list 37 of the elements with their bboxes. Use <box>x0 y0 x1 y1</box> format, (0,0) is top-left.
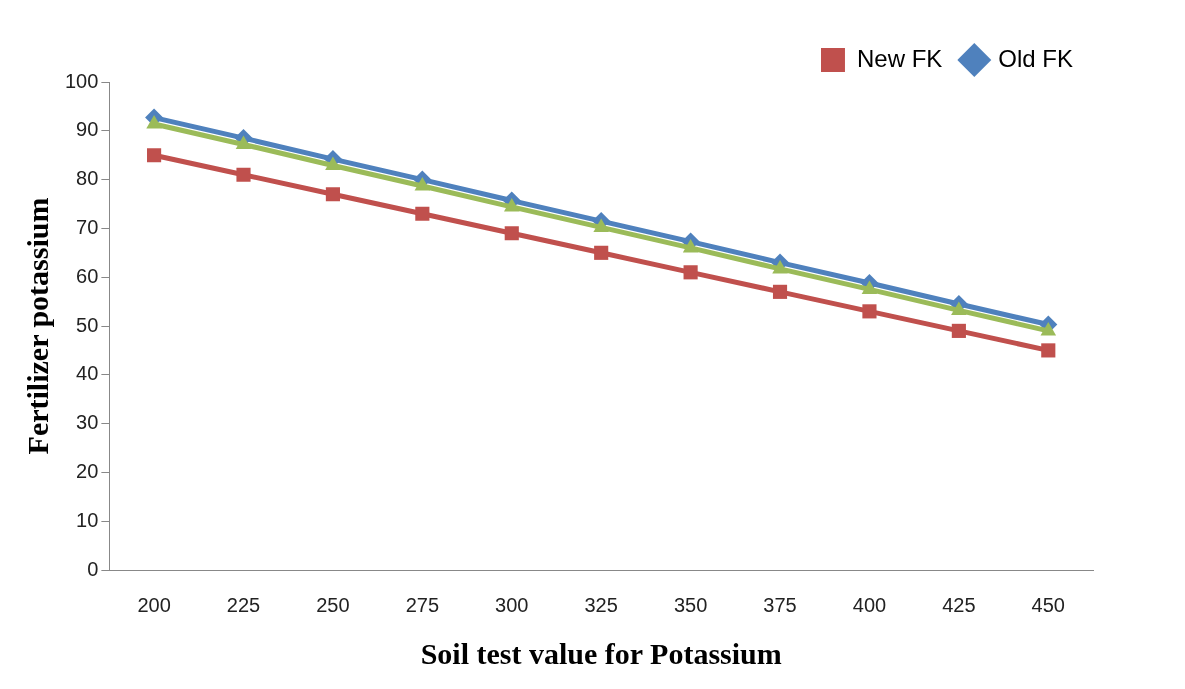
legend-label: Old FK <box>998 44 1073 72</box>
x-tick-label: 225 <box>226 593 261 616</box>
point <box>325 187 340 202</box>
legend-label: New FK <box>856 44 943 72</box>
point <box>862 304 877 319</box>
point <box>236 167 251 182</box>
x-tick-label: 450 <box>1031 593 1065 616</box>
x-tick-label: 200 <box>137 593 171 616</box>
x-axis-title: Soil test value for Potassium <box>420 636 782 670</box>
point <box>415 206 430 221</box>
x-tick-label: 325 <box>584 593 618 616</box>
x-tick-label: 350 <box>673 593 708 616</box>
x-tick-label: 250 <box>316 593 350 616</box>
point <box>504 226 519 241</box>
x-tick-label: 375 <box>763 593 797 616</box>
y-tick-label: 30 <box>76 411 99 434</box>
x-tick-label: 275 <box>405 593 440 616</box>
y-tick-label: 20 <box>76 459 99 482</box>
x-tick-label: 300 <box>495 593 529 616</box>
point <box>683 265 698 280</box>
point <box>951 323 966 338</box>
y-tick-label: 60 <box>76 264 99 287</box>
point <box>147 148 162 163</box>
y-tick-label: 0 <box>87 557 99 580</box>
y-tick-label: 70 <box>76 215 99 238</box>
y-tick-label: 10 <box>76 508 99 531</box>
y-tick-label: 50 <box>76 313 99 336</box>
y-tick-label: 40 <box>76 362 99 385</box>
point <box>1041 343 1056 358</box>
point <box>594 245 609 260</box>
x-tick-label: 425 <box>942 593 976 616</box>
y-tick-label: 100 <box>64 69 99 92</box>
y-tick-label: 90 <box>76 118 99 141</box>
x-tick-label: 400 <box>852 593 887 616</box>
point <box>772 284 788 299</box>
y-axis-title: Fertilizer potassium <box>20 197 54 455</box>
y-tick-label: 80 <box>76 167 99 190</box>
